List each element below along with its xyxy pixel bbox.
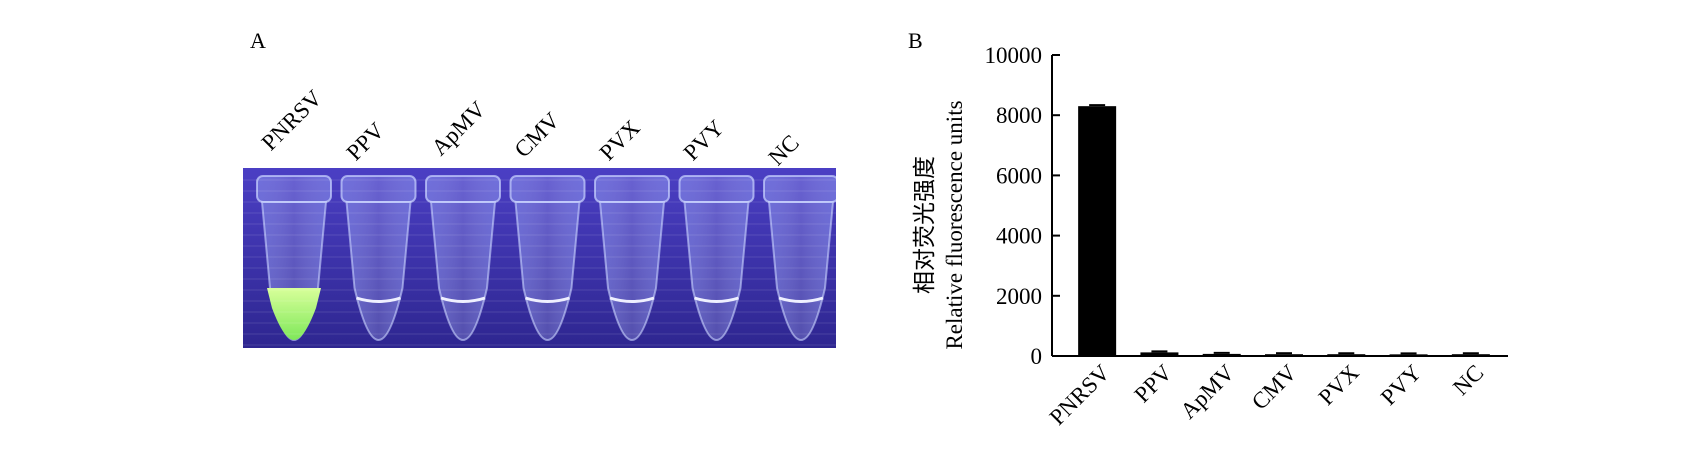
bars (1078, 104, 1490, 356)
liquid-meniscus (356, 296, 401, 303)
bar-cmv (1265, 354, 1303, 356)
liquid-meniscus (440, 296, 486, 303)
tube-ppv (340, 175, 417, 342)
bar-nc (1451, 354, 1490, 356)
bar-ppv (1140, 352, 1179, 356)
fluorescent-liquid (267, 288, 321, 340)
y-tick-label: 6000 (996, 163, 1042, 188)
x-tick-label-ppv: PPV (1129, 360, 1177, 408)
y-tick-label: 10000 (985, 43, 1043, 68)
x-tick-label-nc: NC (1448, 360, 1488, 400)
y-axis-label-cn: 相对荧光强度 (912, 156, 937, 294)
bar-pvx (1327, 354, 1366, 356)
y-tick-label: 0 (1031, 344, 1043, 369)
x-tick-label-pvx: PVX (1314, 360, 1364, 410)
tube-photo (243, 168, 836, 348)
bar-pnrsv (1078, 106, 1117, 356)
tube-group (243, 175, 836, 346)
y-axis-label: Relative fluorescence units (942, 100, 967, 349)
panel-a-letter: A (250, 28, 266, 53)
liquid-meniscus (609, 296, 655, 303)
y-axis: 0 2000 4000 6000 8000 10000 (985, 43, 1060, 369)
x-tick-label-apmv: ApMV (1175, 360, 1239, 424)
tube-cmv (509, 175, 586, 342)
panel-b-letter: B (908, 28, 923, 53)
liquid-meniscus (525, 296, 570, 303)
y-tick-label: 4000 (996, 224, 1042, 249)
liquid-meniscus (694, 296, 739, 303)
y-tick-label: 2000 (996, 284, 1042, 309)
x-tick-label-pvy: PVY (1376, 360, 1426, 410)
bar-pvy (1389, 354, 1428, 356)
bar-apmv (1202, 353, 1241, 356)
y-axis-labels: 相对荧光强度 Relative fluorescence units (912, 100, 967, 349)
tube-apmv (425, 175, 501, 342)
tube-pvx (594, 175, 670, 342)
x-tick-label-cmv: CMV (1247, 360, 1302, 415)
y-tick-label: 8000 (996, 103, 1042, 128)
x-tick-label-pnrsv: PNRSV (1045, 360, 1115, 430)
tube-pvy (678, 175, 755, 342)
tube-pnrsv (256, 175, 332, 342)
tube-nc (763, 175, 836, 342)
liquid-meniscus (778, 296, 824, 303)
